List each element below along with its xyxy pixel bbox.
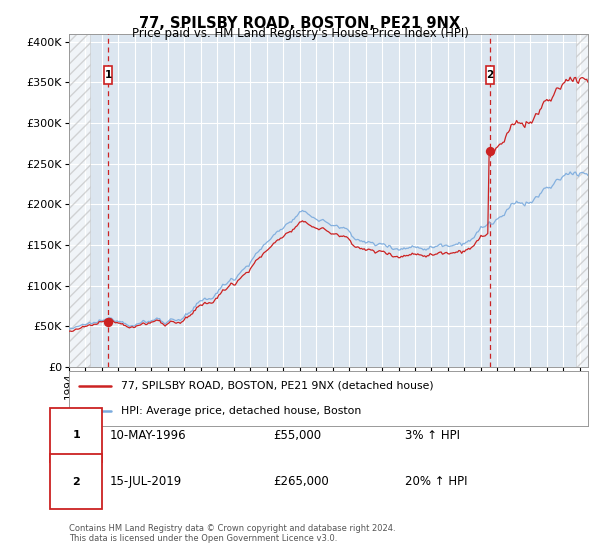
Text: 77, SPILSBY ROAD, BOSTON, PE21 9NX (detached house): 77, SPILSBY ROAD, BOSTON, PE21 9NX (deta… <box>121 381 434 390</box>
Text: £55,000: £55,000 <box>273 428 321 442</box>
Text: Price paid vs. HM Land Registry's House Price Index (HPI): Price paid vs. HM Land Registry's House … <box>131 27 469 40</box>
Text: 2: 2 <box>486 70 493 80</box>
Bar <box>577 34 593 367</box>
Text: 10-MAY-1996: 10-MAY-1996 <box>110 428 187 442</box>
FancyBboxPatch shape <box>486 66 494 84</box>
Text: £265,000: £265,000 <box>273 475 329 488</box>
Text: HPI: Average price, detached house, Boston: HPI: Average price, detached house, Bost… <box>121 406 361 416</box>
Text: 15-JUL-2019: 15-JUL-2019 <box>110 475 182 488</box>
Text: 2: 2 <box>73 477 80 487</box>
Text: 1: 1 <box>104 70 112 80</box>
Bar <box>69 34 91 367</box>
Text: 3% ↑ HPI: 3% ↑ HPI <box>405 428 460 442</box>
Text: Contains HM Land Registry data © Crown copyright and database right 2024.
This d: Contains HM Land Registry data © Crown c… <box>69 524 395 543</box>
Point <box>485 147 494 156</box>
FancyBboxPatch shape <box>104 66 112 84</box>
Point <box>103 318 113 326</box>
Text: 77, SPILSBY ROAD, BOSTON, PE21 9NX: 77, SPILSBY ROAD, BOSTON, PE21 9NX <box>139 16 461 31</box>
Text: 20% ↑ HPI: 20% ↑ HPI <box>405 475 467 488</box>
Text: 1: 1 <box>73 430 80 440</box>
